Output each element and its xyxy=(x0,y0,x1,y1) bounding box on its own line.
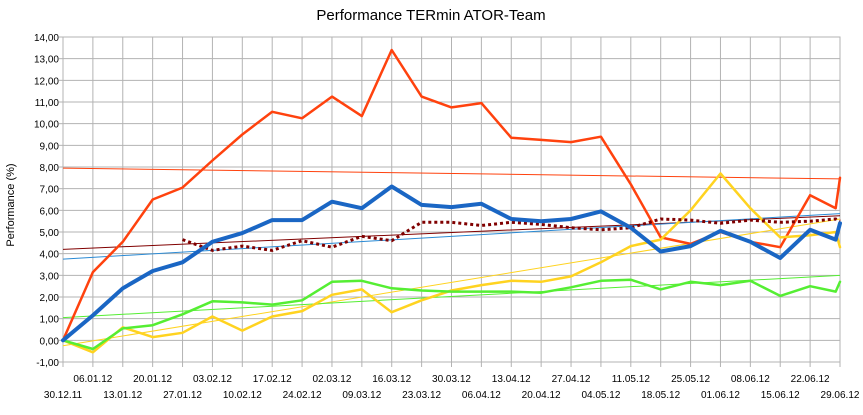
x-tick-label: 20.04.12 xyxy=(522,390,561,401)
y-tick-label: 0,00 xyxy=(40,336,60,347)
x-tick-label: 18.05.12 xyxy=(641,390,680,401)
series-lines xyxy=(61,48,842,354)
series-line xyxy=(61,184,842,343)
x-tick-label: 17.02.12 xyxy=(253,374,292,385)
trendline xyxy=(62,167,841,180)
x-tick-label: 09.03.12 xyxy=(342,390,381,401)
y-tick-label: 2,00 xyxy=(40,293,60,304)
y-tick-label: 11,00 xyxy=(35,98,60,109)
x-tick-label: 27.04.12 xyxy=(552,374,591,385)
y-tick-label: 3,00 xyxy=(40,271,60,282)
y-tick-label: 13,00 xyxy=(34,55,59,66)
y-tick-label: 10,00 xyxy=(34,120,59,131)
y-tick-label: 12,00 xyxy=(34,76,59,87)
x-tick-label: 02.03.12 xyxy=(312,374,351,385)
x-tick-label: 13.01.12 xyxy=(103,390,142,401)
y-tick-label: -1,00 xyxy=(36,358,59,369)
x-tick-label: 04.05.12 xyxy=(581,390,620,401)
y-tick-label: 8,00 xyxy=(40,163,60,174)
x-tick-label: 11.05.12 xyxy=(612,374,651,385)
x-tick-label: 10.02.12 xyxy=(223,390,262,401)
x-tick-label: 08.06.12 xyxy=(731,374,770,385)
x-tick-labels: 30.12.11 06.01.12 13.01.12 20.01.12 27.01.12… xyxy=(44,374,860,401)
chart-title: Performance TERmin ATOR-Team xyxy=(316,7,545,24)
axes xyxy=(59,36,841,367)
x-tick-label: 29.06.12 xyxy=(821,390,860,401)
x-tick-label: 06.04.12 xyxy=(462,390,501,401)
y-tick-label: 9,00 xyxy=(40,141,60,152)
y-tick-label: 14,00 xyxy=(34,33,59,44)
x-tick-label: 22.06.12 xyxy=(791,374,830,385)
y-tick-labels: -1,00 0,00 1,00 2,00 3,00 4,00 5,00 6,00 7,00 8,0… xyxy=(34,33,59,369)
x-tick-label: 30.03.12 xyxy=(432,374,471,385)
x-tick-label: 06.01.12 xyxy=(73,374,112,385)
x-tick-label: 24.02.12 xyxy=(283,390,322,401)
x-tick-label: 30.12.11 xyxy=(44,390,83,401)
trendline xyxy=(62,218,841,347)
y-tick-label: 6,00 xyxy=(40,206,60,217)
y-tick-label: 5,00 xyxy=(40,228,60,239)
x-tick-label: 01.06.12 xyxy=(701,390,740,401)
y-tick-label: 4,00 xyxy=(40,250,60,261)
series-line xyxy=(61,278,842,351)
y-axis-label: Performance (%) xyxy=(5,163,17,246)
x-tick-label: 23.03.12 xyxy=(402,390,441,401)
x-tick-label: 13.04.12 xyxy=(492,374,531,385)
x-tick-label: 03.02.12 xyxy=(193,374,232,385)
series-line xyxy=(181,217,841,252)
y-tick-label: 1,00 xyxy=(40,315,60,326)
plot-area-border xyxy=(62,36,841,363)
trendlines xyxy=(62,167,841,347)
x-tick-label: 27.01.12 xyxy=(163,390,202,401)
series-line xyxy=(61,172,842,354)
y-tick-label: 7,00 xyxy=(40,185,60,196)
gridlines xyxy=(62,36,841,363)
x-tick-label: 25.05.12 xyxy=(671,374,710,385)
x-tick-label: 16.03.12 xyxy=(372,374,411,385)
x-tick-label: 20.01.12 xyxy=(133,374,172,385)
x-tick-label: 15.06.12 xyxy=(761,390,800,401)
